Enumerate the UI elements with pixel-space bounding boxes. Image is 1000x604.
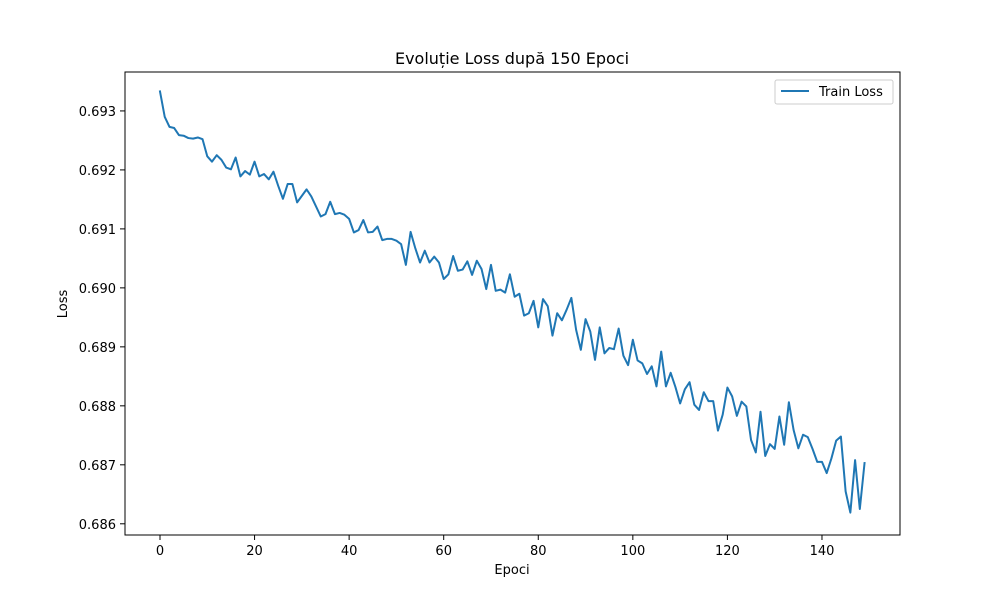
x-tick-label: 60 (435, 544, 452, 559)
x-axis-label: Epoci (494, 563, 529, 578)
chart-title: Evoluție Loss după 150 Epoci (395, 49, 629, 68)
x-tick-label: 20 (246, 544, 263, 559)
y-tick-label: 0.692 (79, 164, 116, 179)
x-tick-label: 120 (715, 544, 740, 559)
x-tick-label: 80 (530, 544, 547, 559)
y-axis-label: Loss (56, 290, 71, 319)
plot-frame (124, 71, 901, 536)
y-tick-label: 0.688 (79, 400, 116, 415)
y-tick-label: 0.693 (79, 105, 116, 120)
x-axis: 0 20 40 60 80 100 120 140 (156, 535, 835, 559)
plot-area (125, 72, 900, 535)
train-loss-line (158, 90, 866, 514)
x-tick-label: 0 (156, 544, 164, 559)
y-axis: 0.686 0.687 0.688 0.689 0.690 0.691 0.692 0.693 (79, 105, 125, 533)
x-tick-label: 140 (810, 544, 835, 559)
y-tick-label: 0.686 (79, 518, 116, 533)
x-tick-label: 40 (341, 544, 358, 559)
y-tick-label: 0.687 (79, 459, 116, 474)
legend: Train Loss (774, 79, 894, 105)
y-tick-label: 0.691 (79, 223, 116, 238)
y-tick-label: 0.689 (79, 341, 116, 356)
y-tick-label: 0.690 (79, 282, 116, 297)
legend-label: Train Loss (818, 85, 883, 100)
legend-box (774, 79, 894, 105)
x-tick-label: 100 (620, 544, 645, 559)
